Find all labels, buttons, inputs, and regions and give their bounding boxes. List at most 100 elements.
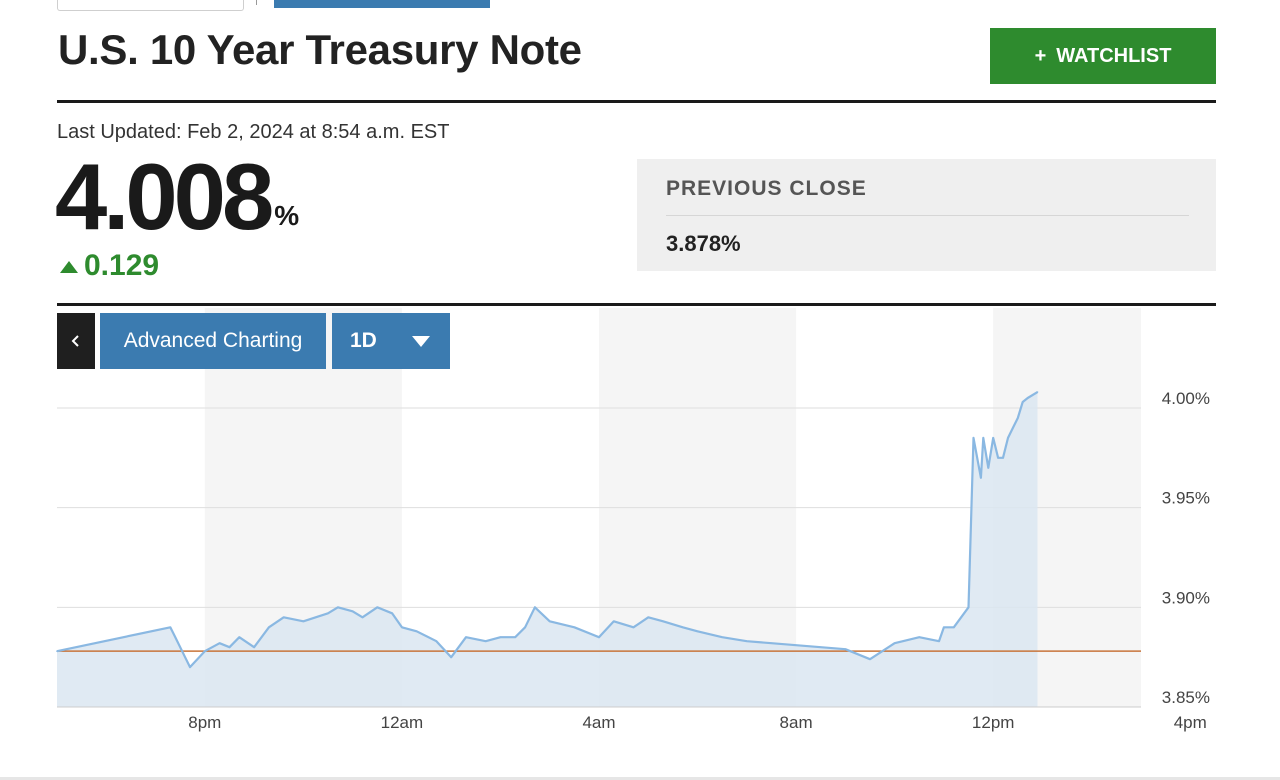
data-point <box>844 648 847 650</box>
data-point <box>662 620 664 623</box>
advanced-charting-button[interactable]: Advanced Charting <box>100 313 326 369</box>
data-point <box>465 636 467 639</box>
data-point <box>647 616 650 619</box>
x-tick-label: 8am <box>780 713 813 732</box>
page-bottom-border <box>0 777 1280 780</box>
chart-top-divider <box>57 303 1216 306</box>
x-tick-label: 4am <box>582 713 615 732</box>
data-point <box>943 626 945 629</box>
data-point <box>997 457 999 459</box>
data-point <box>415 630 418 633</box>
data-point <box>681 626 684 629</box>
data-point <box>218 642 221 645</box>
data-point <box>1017 417 1019 419</box>
watchlist-label: WATCHLIST <box>1056 44 1172 67</box>
data-point <box>450 656 452 658</box>
back-button[interactable] <box>57 313 95 369</box>
data-point <box>169 626 172 629</box>
data-point <box>189 666 191 668</box>
data-point <box>174 636 177 639</box>
data-point <box>351 610 354 613</box>
watchlist-button[interactable]: + WATCHLIST <box>990 28 1216 84</box>
data-point <box>1021 401 1024 403</box>
top-search-input[interactable] <box>57 0 244 11</box>
data-point <box>361 616 364 619</box>
data-point <box>499 636 502 639</box>
data-point <box>534 606 536 609</box>
page-title: U.S. 10 Year Treasury Note <box>58 26 582 73</box>
y-tick-label: 3.95% <box>1162 489 1210 508</box>
top-separator <box>256 0 257 5</box>
previous-close-value: 3.878% <box>666 231 741 256</box>
data-point <box>524 626 526 629</box>
previous-close-label: PREVIOUS CLOSE <box>666 177 867 200</box>
data-point <box>573 626 576 629</box>
caret-down-icon <box>412 335 430 347</box>
y-tick-label: 3.90% <box>1162 588 1210 607</box>
data-point <box>228 646 231 648</box>
series-line <box>56 391 1039 669</box>
data-point <box>952 626 955 629</box>
data-point <box>204 650 206 652</box>
plus-icon: + <box>1034 44 1047 67</box>
x-tick-label: 4pm <box>1174 713 1207 732</box>
data-point <box>184 656 186 658</box>
data-point <box>598 636 600 639</box>
data-point <box>632 626 635 629</box>
x-tick-label: 12pm <box>972 713 1015 732</box>
data-point <box>987 467 990 469</box>
data-point <box>795 644 797 647</box>
data-point <box>391 612 393 615</box>
quote-number: 4.008 <box>55 144 274 249</box>
data-point <box>992 437 994 439</box>
data-point <box>696 630 699 633</box>
data-point <box>484 640 487 643</box>
data-point <box>56 650 58 652</box>
data-point <box>982 437 985 439</box>
data-point <box>253 646 255 648</box>
quote-unit: % <box>274 200 300 231</box>
data-point <box>514 636 517 639</box>
data-point <box>401 626 403 629</box>
data-point <box>893 642 896 645</box>
data-point <box>327 612 329 615</box>
y-tick-label: 4.00% <box>1162 389 1210 408</box>
data-point <box>548 620 551 623</box>
data-point <box>1026 397 1029 399</box>
chevron-left-icon <box>71 335 79 347</box>
data-point <box>282 616 285 619</box>
data-point <box>376 606 379 609</box>
quote-value: 4.008 % <box>55 150 299 244</box>
data-point <box>938 640 940 643</box>
last-updated-text: Last Updated: Feb 2, 2024 at 8:54 a.m. E… <box>57 121 450 143</box>
data-point <box>435 640 438 643</box>
data-point <box>1002 457 1004 459</box>
data-point <box>302 620 305 623</box>
data-point <box>337 606 339 609</box>
data-point <box>770 642 773 645</box>
data-point <box>819 646 822 648</box>
data-point <box>721 636 723 639</box>
series-area <box>57 392 1038 707</box>
data-point <box>1012 427 1014 429</box>
previous-close-panel: PREVIOUS CLOSE 3.878% <box>637 159 1216 271</box>
data-point <box>1007 437 1009 439</box>
data-point <box>612 620 615 623</box>
data-point <box>268 626 270 629</box>
previous-close-divider <box>666 215 1189 216</box>
up-arrow-icon <box>60 261 78 273</box>
data-point <box>967 606 970 609</box>
data-point <box>1036 391 1039 393</box>
data-point <box>972 437 975 439</box>
x-tick-label: 12am <box>381 713 424 732</box>
y-tick-label: 3.85% <box>1162 688 1210 707</box>
data-point <box>238 636 241 639</box>
top-action-button[interactable] <box>274 0 490 8</box>
range-dropdown[interactable]: 1D <box>332 313 450 369</box>
range-label: 1D <box>350 329 377 352</box>
data-point <box>869 658 871 660</box>
data-point <box>746 640 748 643</box>
data-point <box>980 476 982 479</box>
x-tick-label: 8pm <box>188 713 221 732</box>
